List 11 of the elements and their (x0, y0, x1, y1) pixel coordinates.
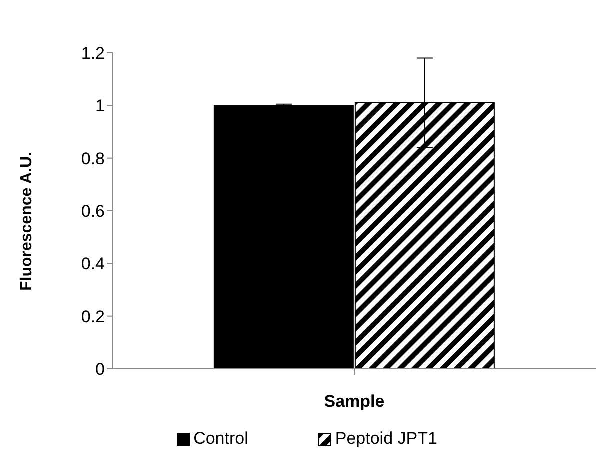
y-tick-label: 0.4 (81, 254, 105, 274)
y-tick-label: 0.8 (81, 149, 105, 168)
y-tick-label: 0.2 (81, 307, 105, 326)
x-axis-title: Sample (324, 392, 385, 411)
legend-label: Peptoid JPT1 (335, 429, 438, 449)
y-tick-label: 0.6 (81, 202, 105, 222)
y-tick-label: 1.2 (81, 44, 105, 64)
y-tick-label: 1 (96, 96, 105, 116)
legend-label: Control (194, 429, 248, 449)
y-tick-label: 0 (96, 360, 105, 380)
y-axis-title: Fluorescence A.U. (18, 152, 36, 291)
